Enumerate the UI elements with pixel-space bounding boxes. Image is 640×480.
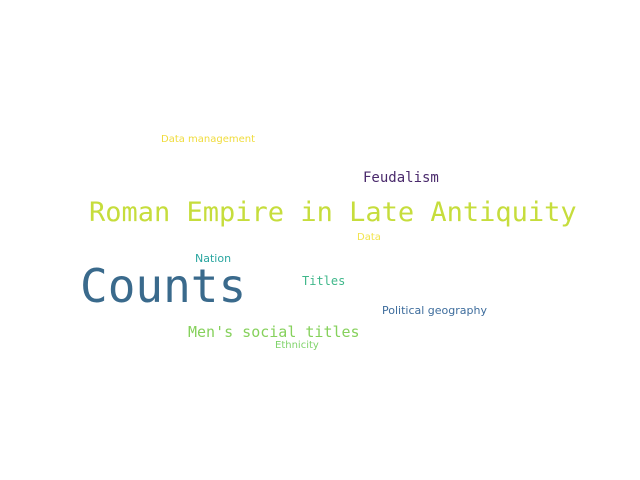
word-ethnicity: Ethnicity [275, 340, 319, 351]
word-roman-empire-in-late-antiquity: Roman Empire in Late Antiquity [89, 197, 577, 228]
word-feudalism: Feudalism [363, 170, 439, 186]
word-nation: Nation [195, 252, 232, 265]
word-data-management: Data management [161, 134, 256, 145]
word-mens-social-titles: Men's social titles [188, 323, 360, 341]
word-data: Data [357, 232, 381, 243]
word-political-geography: Political geography [382, 304, 487, 317]
word-titles: Titles [302, 274, 346, 288]
word-counts: Counts [80, 259, 247, 313]
